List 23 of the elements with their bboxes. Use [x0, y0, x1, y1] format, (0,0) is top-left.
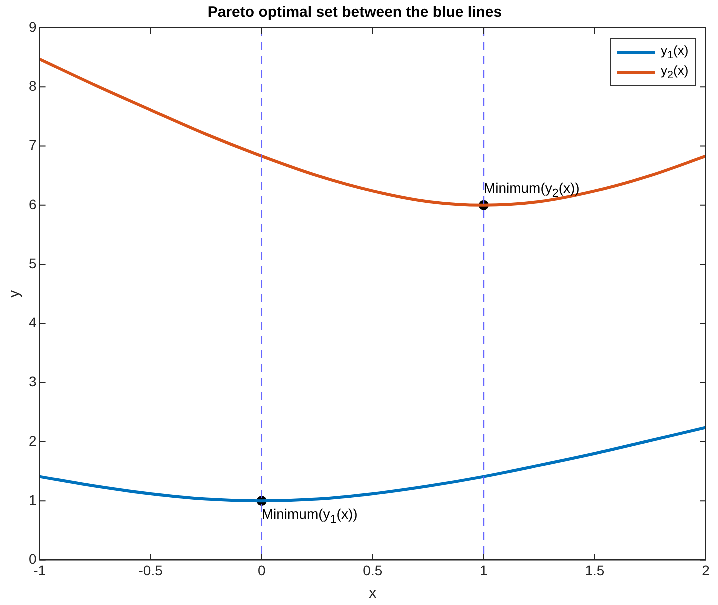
- y-tick-label: 9: [28, 18, 37, 35]
- y-tick-label: 5: [28, 255, 37, 272]
- x-tick-label: 0: [258, 562, 266, 578]
- annotation: Minimum(y$_{1}$(x)): [262, 506, 358, 526]
- x-tick-label: 0.5: [363, 562, 383, 578]
- legend-label: y$_{1}$(x): [661, 42, 689, 62]
- x-tick-label: -0.5: [138, 562, 164, 578]
- x-tick-label: 1.5: [585, 562, 605, 578]
- x-tick-label: 2: [702, 562, 710, 578]
- y-tick-label: 8: [28, 78, 37, 94]
- y-tick-label: 2: [28, 432, 37, 449]
- y-tick-label: 3: [28, 374, 37, 390]
- y-tick-label: 7: [28, 137, 37, 154]
- y-axis-title: y: [6, 290, 24, 298]
- chart-title: Pareto optimal set between the blue lines: [208, 4, 502, 22]
- y-tick-label: 0: [28, 551, 37, 568]
- legend-label: y$_{2}$(x): [661, 62, 689, 82]
- annotation: Minimum(y$_{2}$(x)): [484, 180, 580, 200]
- x-tick-label: 1: [480, 562, 488, 578]
- x-axis-title: x: [369, 585, 378, 602]
- y-tick-label: 4: [28, 314, 37, 331]
- y-tick-label: 1: [28, 492, 37, 508]
- y-tick-label: 6: [28, 196, 37, 212]
